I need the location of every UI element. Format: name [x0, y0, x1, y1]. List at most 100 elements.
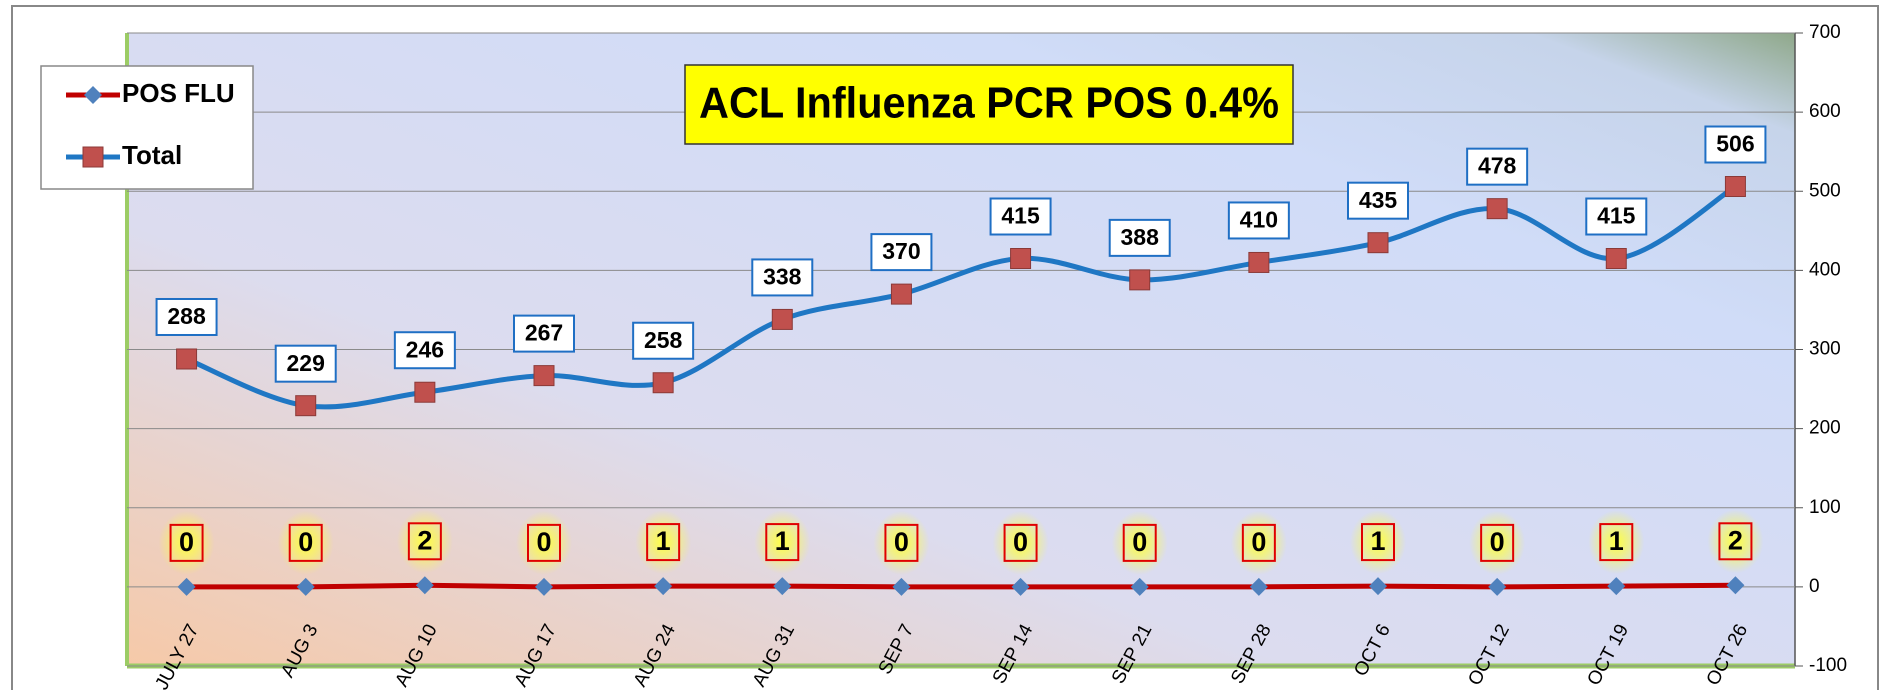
- data-label: 1: [1370, 526, 1385, 556]
- data-label: 415: [1597, 203, 1636, 229]
- marker: [1010, 248, 1032, 270]
- data-label: 246: [406, 336, 444, 362]
- data-label: 2: [1728, 525, 1743, 555]
- label-glow: [158, 510, 215, 575]
- marker: [414, 381, 436, 403]
- data-label-box: [393, 331, 456, 370]
- label-glow: [516, 510, 572, 575]
- data-label: 0: [1132, 527, 1147, 557]
- data-label-box: [1718, 522, 1753, 561]
- data-label-box: [870, 233, 933, 272]
- label-glow: [277, 510, 334, 575]
- y-tick-label: 100: [1809, 497, 1841, 518]
- title-box: [684, 64, 1294, 145]
- marker: [415, 576, 434, 595]
- marker: [773, 577, 792, 596]
- data-label: 435: [1359, 187, 1398, 213]
- y-tick-label: 600: [1809, 101, 1841, 122]
- data-label: 288: [167, 303, 206, 329]
- legend-label: POS FLU: [122, 78, 235, 108]
- marker: [1724, 176, 1746, 198]
- label-glow: [1111, 510, 1168, 575]
- label-glow: [635, 510, 692, 575]
- data-label: 338: [763, 264, 802, 290]
- data-label-box: [989, 197, 1052, 236]
- y-tick-label: 300: [1809, 339, 1841, 360]
- data-label-box: [527, 523, 561, 562]
- label-glow: [754, 510, 811, 575]
- data-label-box: [169, 523, 204, 562]
- legend: [40, 65, 254, 190]
- data-label-box: [1599, 523, 1634, 562]
- marker: [1130, 577, 1149, 596]
- marker: [1129, 269, 1151, 291]
- marker: [1011, 577, 1030, 596]
- marker: [176, 348, 198, 370]
- marker: [890, 283, 912, 305]
- y-tick-label: 400: [1809, 259, 1841, 280]
- data-label: 1: [656, 526, 671, 556]
- data-label-box: [1480, 523, 1515, 562]
- data-label-box: [751, 258, 814, 297]
- data-label-box: [1704, 125, 1767, 164]
- data-label: 410: [1240, 207, 1278, 233]
- legend-label: Total: [122, 140, 182, 170]
- label-glow: [1588, 510, 1645, 575]
- data-label-box: [884, 523, 919, 562]
- marker: [1367, 232, 1389, 254]
- label-glow: [1707, 509, 1764, 574]
- data-label-box: [765, 523, 800, 562]
- marker: [654, 577, 673, 596]
- marker: [84, 86, 102, 104]
- chart-title: ACL Influenza PCR POS 0.4%: [699, 79, 1279, 128]
- marker: [1369, 577, 1387, 596]
- data-label: 506: [1716, 131, 1754, 157]
- data-label: 370: [882, 238, 920, 264]
- data-label-box: [1361, 523, 1395, 562]
- data-label: 388: [1121, 224, 1160, 250]
- marker: [1488, 577, 1507, 596]
- marker: [1249, 577, 1268, 596]
- marker: [771, 308, 793, 330]
- label-glow: [1469, 510, 1526, 575]
- data-label-box: [274, 344, 337, 383]
- label-glow: [1230, 510, 1287, 575]
- y-tick-label: 700: [1809, 22, 1841, 43]
- data-label-box: [1003, 523, 1038, 562]
- y-tick-label: -100: [1809, 655, 1847, 676]
- data-label: 0: [298, 527, 313, 557]
- marker: [892, 577, 911, 596]
- data-label-box: [632, 321, 695, 360]
- marker: [177, 577, 196, 596]
- marker: [82, 146, 104, 168]
- marker: [1726, 576, 1745, 595]
- data-label-box: [1108, 218, 1171, 257]
- data-label-box: [1585, 197, 1648, 236]
- data-label-box: [1227, 201, 1290, 240]
- marker: [1607, 577, 1626, 596]
- label-glow: [396, 509, 453, 574]
- data-label: 258: [644, 327, 683, 353]
- data-label: 0: [536, 527, 551, 557]
- data-label-box: [646, 523, 681, 562]
- data-label-box: [1241, 523, 1276, 562]
- data-label: 478: [1478, 153, 1517, 179]
- data-label: 0: [894, 527, 909, 557]
- marker: [1248, 251, 1270, 273]
- marker: [535, 577, 553, 596]
- series-line: [186, 582, 1736, 590]
- data-label: 2: [417, 525, 432, 555]
- label-glow: [992, 510, 1049, 575]
- data-label-box: [155, 297, 218, 336]
- data-label: 1: [1609, 526, 1624, 556]
- y-tick-label: 500: [1809, 180, 1841, 201]
- label-glow: [873, 510, 930, 575]
- marker: [652, 372, 674, 394]
- marker: [1486, 198, 1508, 220]
- data-label-box: [1347, 181, 1409, 220]
- data-label: 1: [775, 526, 790, 556]
- data-label-box: [407, 522, 442, 561]
- data-label-box: [288, 523, 323, 562]
